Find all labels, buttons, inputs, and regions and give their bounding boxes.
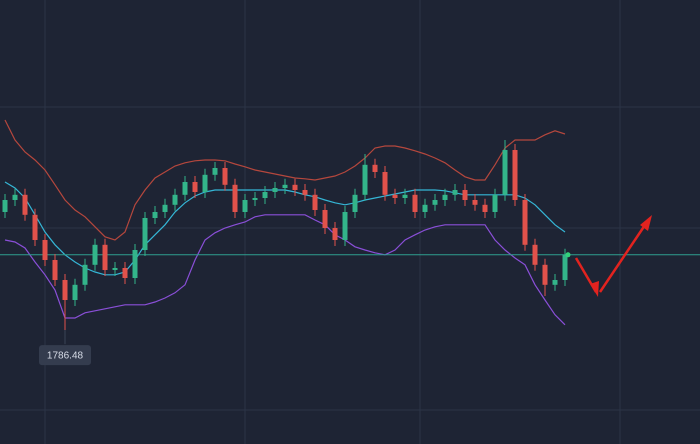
candle-body xyxy=(192,182,198,192)
candle-body xyxy=(492,194,498,212)
candle-body xyxy=(482,204,488,212)
candle-body xyxy=(212,168,218,175)
candle-body xyxy=(342,212,348,240)
candle-body xyxy=(522,200,528,245)
candle-body xyxy=(62,280,68,300)
candle-body xyxy=(352,194,358,212)
candle-body xyxy=(102,244,108,270)
candle-body xyxy=(252,198,258,200)
candle-body xyxy=(292,184,298,190)
candle-body xyxy=(222,168,228,185)
candle-body xyxy=(202,174,208,192)
candle-body xyxy=(272,188,278,192)
candle-body xyxy=(412,194,418,212)
candle-body xyxy=(42,240,48,260)
candle-body xyxy=(152,212,158,218)
candle-body xyxy=(2,200,8,212)
candle-body xyxy=(542,264,548,285)
annotation-box xyxy=(39,345,91,366)
arrow-up xyxy=(598,224,647,293)
candle-body xyxy=(282,184,288,188)
candle-body xyxy=(382,172,388,195)
band-line xyxy=(4,214,566,326)
candle-body xyxy=(72,284,78,300)
candle-body xyxy=(32,214,38,240)
candle-body xyxy=(402,194,408,198)
candle-body xyxy=(302,190,308,195)
candle-body xyxy=(12,194,18,200)
candle-body xyxy=(392,194,398,198)
candle-body xyxy=(422,204,428,212)
candle-body xyxy=(552,280,558,285)
candle-body xyxy=(532,244,538,265)
plot: 1786.48 xyxy=(0,119,700,366)
candle-body xyxy=(92,244,98,265)
candle-body xyxy=(502,150,508,195)
candle-body xyxy=(512,150,518,200)
band-line xyxy=(4,119,566,241)
candle-body xyxy=(372,164,378,172)
candle-body xyxy=(242,200,248,212)
candle-body xyxy=(322,210,328,228)
arrows xyxy=(574,215,652,297)
candle-body xyxy=(472,200,478,205)
last-price-dot xyxy=(565,252,571,258)
candle-body xyxy=(362,164,368,195)
candle-body xyxy=(22,194,28,215)
candle-body xyxy=(562,254,568,280)
annotation-label: 1786.48 xyxy=(47,351,84,362)
candle-body xyxy=(82,264,88,285)
candle-body xyxy=(52,260,58,280)
candle-body xyxy=(232,184,238,212)
candle-body xyxy=(432,200,438,205)
candle-body xyxy=(132,250,138,278)
arrow-head xyxy=(640,215,652,231)
candle-body xyxy=(142,218,148,250)
candle-body xyxy=(452,190,458,195)
candle-body xyxy=(312,194,318,210)
candle-body xyxy=(182,182,188,195)
candle-body xyxy=(262,192,268,198)
arrow-head xyxy=(590,281,599,297)
candle-body xyxy=(442,194,448,200)
candle-body xyxy=(122,268,128,278)
candle-body xyxy=(162,204,168,212)
candle-body xyxy=(332,228,338,240)
candle-body xyxy=(462,190,468,200)
candle-body xyxy=(112,268,118,270)
candle-body xyxy=(172,194,178,205)
